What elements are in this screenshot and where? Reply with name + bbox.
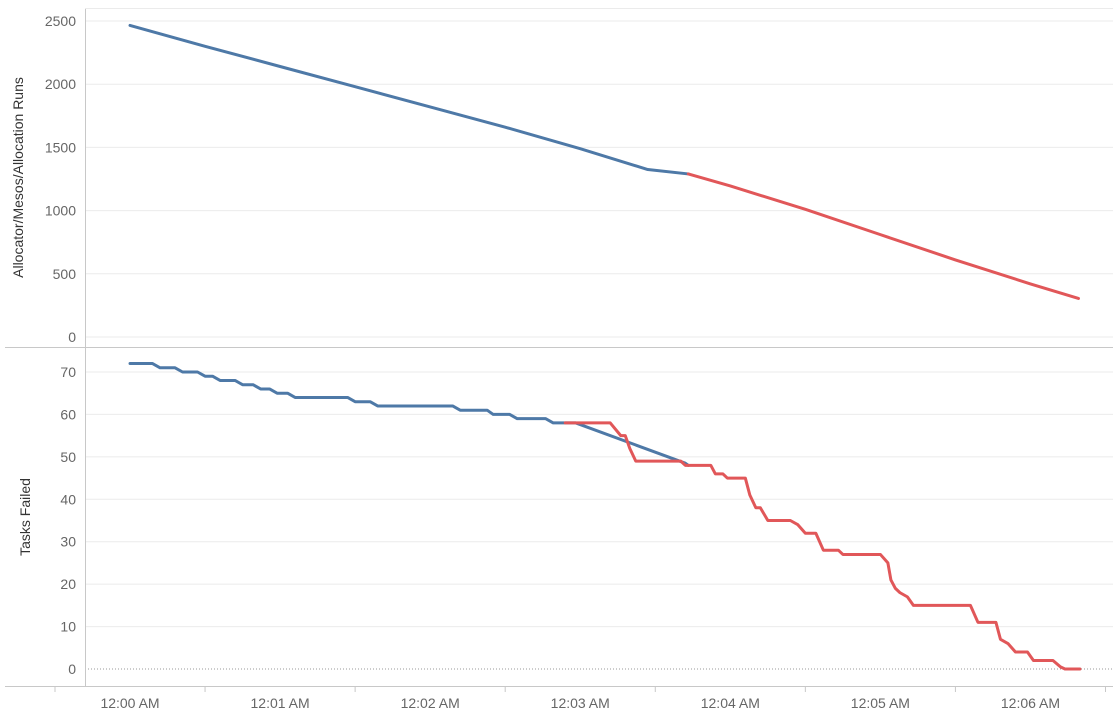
- series-line-red: [563, 421, 1082, 671]
- y-tick-label: 70: [60, 364, 76, 380]
- x-tick-label: 12:00 AM: [100, 695, 159, 711]
- y-tick-label: 40: [60, 491, 76, 507]
- y-tick-label: 0: [68, 661, 76, 677]
- series-line-blue: [128, 23, 690, 176]
- y-tick-label: 0: [68, 329, 76, 345]
- y-tick-label: 60: [60, 406, 76, 422]
- y-axis-title: Allocator/Mesos/Allocation Runs: [10, 77, 26, 278]
- x-tick-label: 12:05 AM: [851, 695, 910, 711]
- series-line-red: [686, 172, 1080, 300]
- x-tick-label: 12:03 AM: [551, 695, 610, 711]
- y-tick-label: 1500: [45, 139, 76, 155]
- y-tick-label: 500: [53, 266, 77, 282]
- y-axis-title: Tasks Failed: [17, 478, 33, 556]
- y-tick-label: 30: [60, 534, 76, 550]
- y-tick-label: 2000: [45, 76, 76, 92]
- x-tick-label: 12:06 AM: [1001, 695, 1060, 711]
- chart-panels: 05001000150020002500Allocator/Mesos/Allo…: [5, 8, 1113, 711]
- y-tick-label: 1000: [45, 203, 76, 219]
- chart-panel-1: 0 500 1000 1500 2000 2500 Allocator/Mesos/Allo…: [5, 8, 1113, 348]
- x-tick-label: 12:01 AM: [251, 695, 310, 711]
- x-tick-label: 12:02 AM: [401, 695, 460, 711]
- y-tick-label: 10: [60, 619, 76, 635]
- y-tick-label: 2500: [45, 13, 76, 29]
- x-tick-label: 12:04 AM: [701, 695, 760, 711]
- y-tick-label: 20: [60, 576, 76, 592]
- series-line-blue: [128, 362, 690, 467]
- y-tick-label: 50: [60, 449, 76, 465]
- chart-panel-2: 0 10 20 30 40 50 60 70 Tasks Failed 12:00 AM 12:01…: [5, 348, 1113, 711]
